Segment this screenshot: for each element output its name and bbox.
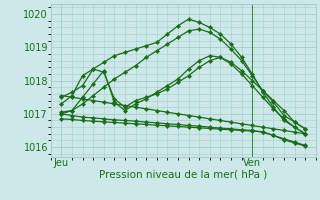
X-axis label: Pression niveau de la mer( hPa ): Pression niveau de la mer( hPa ) bbox=[99, 170, 268, 180]
